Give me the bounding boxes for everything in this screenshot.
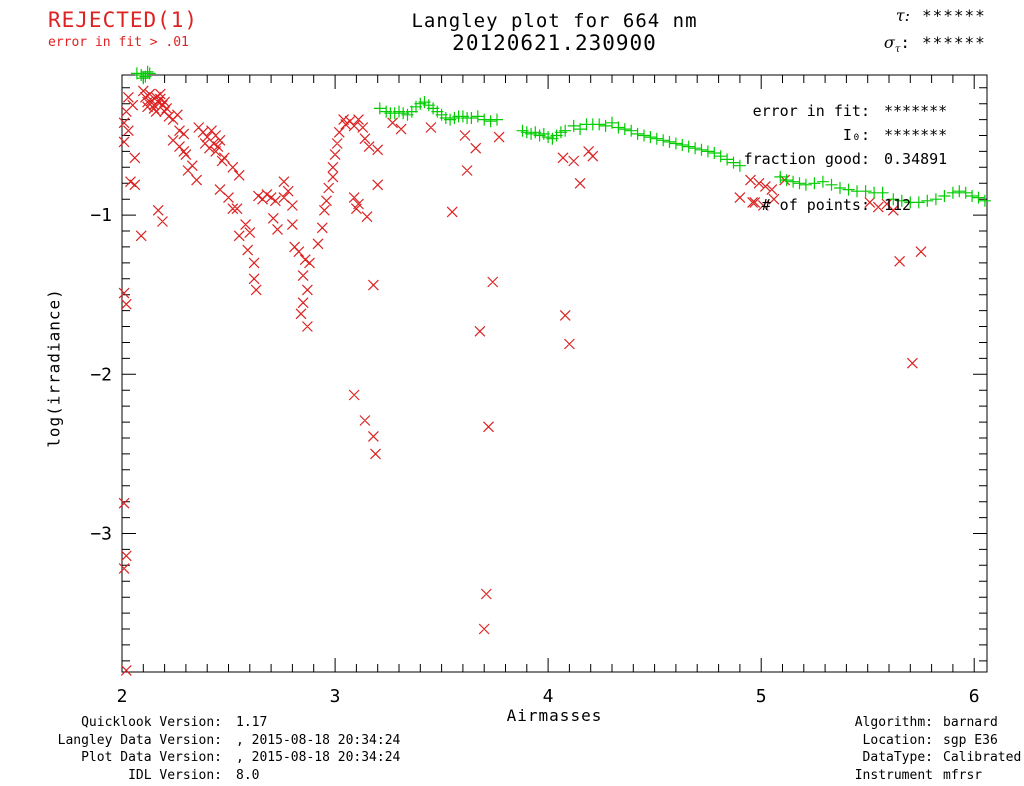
idl-version-label: IDL Version: xyxy=(128,767,222,783)
i0-label: I₀: xyxy=(842,126,870,144)
num-points-label: # of points: xyxy=(761,196,870,214)
error-in-fit-row: error in fit: ******* xyxy=(630,102,948,120)
langley-data-version-label: Langley Data Version: xyxy=(57,732,222,748)
svg-text:−1: −1 xyxy=(90,205,112,226)
langley-data-version-row: Langley Data Version: , 2015-08-18 20:34… xyxy=(16,732,401,750)
quicklook-version-row: Quicklook Version: 1.17 xyxy=(16,714,400,732)
version-info-block: Quicklook Version: 1.17 Langley Data Ver… xyxy=(16,714,401,785)
plot-data-version-row: Plot Data Version: , 2015-08-18 20:34:24 xyxy=(16,749,400,767)
sigma-tau-stat-row: στ: ****** xyxy=(830,33,986,55)
algorithm-label: Algorithm: xyxy=(854,715,933,730)
num-points-row: # of points: 112 xyxy=(630,196,911,214)
datatype-label: DataType: xyxy=(862,750,933,765)
svg-text:−2: −2 xyxy=(90,364,112,385)
sigma-tau-label: στ: xyxy=(883,33,910,56)
langley-data-version-value: , 2015-08-18 20:34:24 xyxy=(236,732,401,748)
rejected-status-label: REJECTED(1) xyxy=(48,8,199,32)
y-axis-title: log(irradiance) xyxy=(44,288,64,448)
tau-label: τ: xyxy=(895,6,910,25)
algorithm-value: barnard xyxy=(943,715,998,730)
instrument-info-block: Algorithm: barnard Location: sgp E36 Dat… xyxy=(810,714,1022,785)
idl-version-row: IDL Version: 8.0 xyxy=(16,767,400,785)
fraction-good-row: fraction good: 0.34891 xyxy=(630,150,948,168)
plot-data-version-label: Plot Data Version: xyxy=(81,750,222,765)
x-tick-labels: 2 3 4 5 6 xyxy=(117,686,980,707)
plot-data-version-value: , 2015-08-18 20:34:24 xyxy=(236,750,401,765)
svg-text:3: 3 xyxy=(330,686,341,707)
plot-frame xyxy=(121,74,988,673)
rejected-status-reason: error in fit > .01 xyxy=(48,35,189,50)
svg-text:−3: −3 xyxy=(90,524,112,545)
series-rejected xyxy=(118,85,927,676)
idl-version-value: 8.0 xyxy=(236,767,260,783)
y-tick-labels: −1 −2 −3 xyxy=(90,205,112,544)
svg-text:5: 5 xyxy=(756,686,767,707)
location-value: sgp E36 xyxy=(943,732,998,748)
plot-title: Langley plot for 664 nm xyxy=(411,10,698,32)
plot-subtitle-datestamp: 20120621.230900 xyxy=(452,31,657,55)
tau-stat-row: τ: ****** xyxy=(830,6,986,25)
svg-text:2: 2 xyxy=(117,686,128,707)
sigma-tau-value: ****** xyxy=(922,33,986,52)
error-in-fit-label: error in fit: xyxy=(752,102,870,120)
instrument-label: Instrument xyxy=(854,767,933,783)
tau-value: ****** xyxy=(922,6,986,25)
quicklook-version-label: Quicklook Version: xyxy=(81,715,222,730)
algorithm-row: Algorithm: barnard xyxy=(810,714,1021,732)
location-row: Location: sgp E36 xyxy=(810,732,1021,750)
series-good xyxy=(130,65,991,209)
location-label: Location: xyxy=(862,732,933,748)
svg-text:4: 4 xyxy=(543,686,554,707)
num-points-value: 112 xyxy=(884,196,912,214)
fraction-good-value: 0.34891 xyxy=(884,150,948,168)
i0-value: ******* xyxy=(884,126,948,144)
instrument-row: Instrument mfrsr xyxy=(810,767,1021,785)
x-axis-title: Airmasses xyxy=(506,706,603,725)
instrument-value: mfrsr xyxy=(943,767,983,783)
fraction-good-label: fraction good: xyxy=(743,150,870,168)
i0-row: I₀: ******* xyxy=(630,126,947,144)
datatype-row: DataType: Calibrated xyxy=(810,749,1022,767)
svg-text:6: 6 xyxy=(969,686,980,707)
plot-title-block: Langley plot for 664 nm 20120621.230900 xyxy=(122,10,987,54)
quicklook-version-value: 1.17 xyxy=(236,715,268,730)
error-in-fit-value: ******* xyxy=(884,102,948,120)
datatype-value: Calibrated xyxy=(943,750,1022,765)
